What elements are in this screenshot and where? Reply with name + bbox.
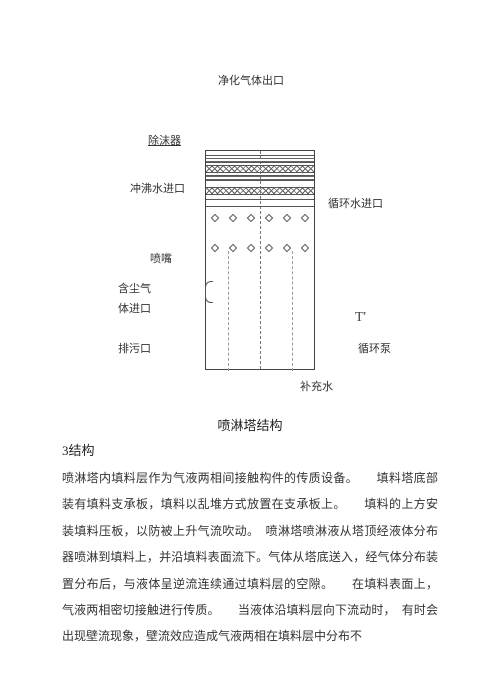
label-gas-inlet-line2: 体进口 xyxy=(118,300,151,316)
label-nozzle: 喷嘴 xyxy=(150,250,172,266)
label-makeup-water: 补充水 xyxy=(300,378,333,394)
dashed-guide-right xyxy=(292,251,293,371)
figure-caption: 喷淋塔结构 xyxy=(0,415,500,434)
nozzle-icon xyxy=(265,214,273,222)
gas-inlet-notch xyxy=(205,281,213,303)
demister-layer-1 xyxy=(206,155,314,163)
label-flush-water-inlet: 冲沸水进口 xyxy=(130,180,185,196)
nozzle-row-1 xyxy=(206,211,314,223)
nozzle-icon xyxy=(211,244,219,252)
nozzle-row-2 xyxy=(206,241,314,253)
label-drain: 排污口 xyxy=(118,340,151,356)
label-circ-water-inlet: 循环水进口 xyxy=(328,195,383,211)
document-page: 净化气体出口 除沫器 冲沸水进口 喷嘴 含尘气 体进口 排污口 循环水进口 T'… xyxy=(0,0,500,695)
nozzle-icon xyxy=(229,214,237,222)
nozzle-icon xyxy=(265,244,273,252)
label-gas-outlet: 净化气体出口 xyxy=(218,72,284,88)
label-gas-inlet-line1: 含尘气 xyxy=(118,280,151,296)
dashed-guide-left xyxy=(228,251,229,371)
centerline xyxy=(260,151,261,369)
nozzle-icon xyxy=(283,244,291,252)
demister-layer-2 xyxy=(206,165,314,173)
body-paragraph: 喷淋塔内填料层作为气液两相间接触构件的传质设备。 填料塔底部装有填料支承板，填料… xyxy=(62,465,438,650)
nozzle-icon xyxy=(211,214,219,222)
packing-layer-1 xyxy=(206,187,314,195)
support-plate xyxy=(206,199,314,207)
nozzle-icon xyxy=(247,244,255,252)
nozzle-icon xyxy=(229,244,237,252)
nozzle-icon xyxy=(247,214,255,222)
nozzle-icon xyxy=(283,214,291,222)
nozzle-icon xyxy=(301,214,309,222)
label-t-prime: T' xyxy=(355,310,366,326)
demister-layer-3 xyxy=(206,175,314,181)
label-demister: 除沫器 xyxy=(148,132,181,148)
label-circ-pump: 循环泵 xyxy=(358,340,391,356)
nozzle-icon xyxy=(301,244,309,252)
spray-tower-diagram xyxy=(205,150,315,370)
section-heading: 3结构 xyxy=(62,440,95,459)
